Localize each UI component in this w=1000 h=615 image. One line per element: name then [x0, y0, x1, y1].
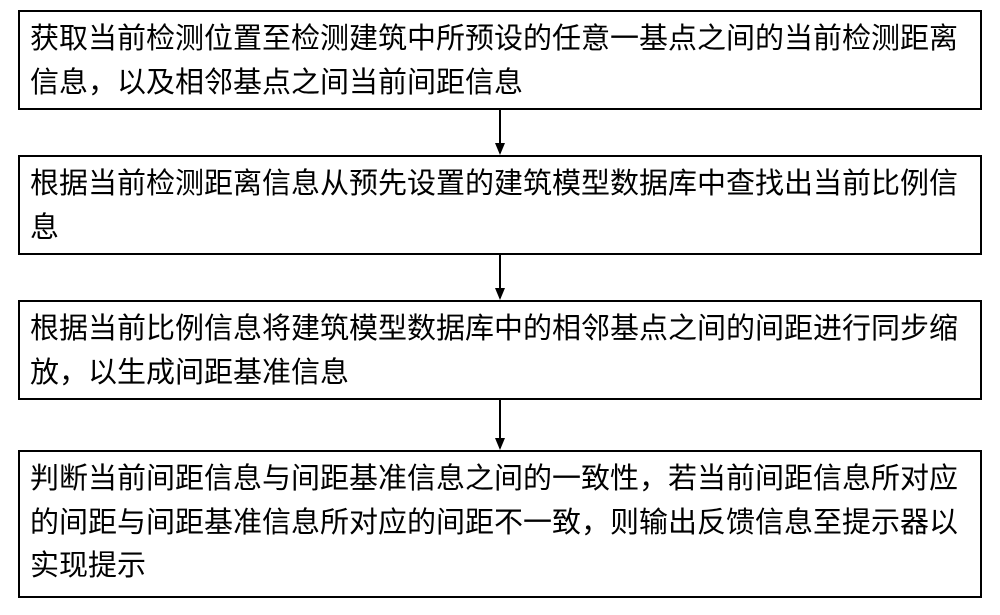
flowchart-step-2: 根据当前检测距离信息从预先设置的建筑模型数据库中查找出当前比例信息 — [18, 155, 982, 255]
flowchart-container: 获取当前检测位置至检测建筑中所预设的任意一基点之间的当前检测距离信息，以及相邻基… — [0, 0, 1000, 615]
flowchart-step-3: 根据当前比例信息将建筑模型数据库中的相邻基点之间的间距进行同步缩放，以生成间距基… — [18, 300, 982, 400]
flowchart-step-4-text: 判断当前间距信息与间距基准信息之间的一致性，若当前间距信息所对应的间距与间距基准… — [30, 458, 970, 589]
flowchart-step-1-text: 获取当前检测位置至检测建筑中所预设的任意一基点之间的当前检测距离信息，以及相邻基… — [30, 18, 970, 105]
flowchart-step-4: 判断当前间距信息与间距基准信息之间的一致性，若当前间距信息所对应的间距与间距基准… — [18, 450, 982, 598]
flowchart-step-1: 获取当前检测位置至检测建筑中所预设的任意一基点之间的当前检测距离信息，以及相邻基… — [18, 10, 982, 110]
flowchart-step-2-text: 根据当前检测距离信息从预先设置的建筑模型数据库中查找出当前比例信息 — [30, 163, 970, 250]
flowchart-step-3-text: 根据当前比例信息将建筑模型数据库中的相邻基点之间的间距进行同步缩放，以生成间距基… — [30, 308, 970, 395]
